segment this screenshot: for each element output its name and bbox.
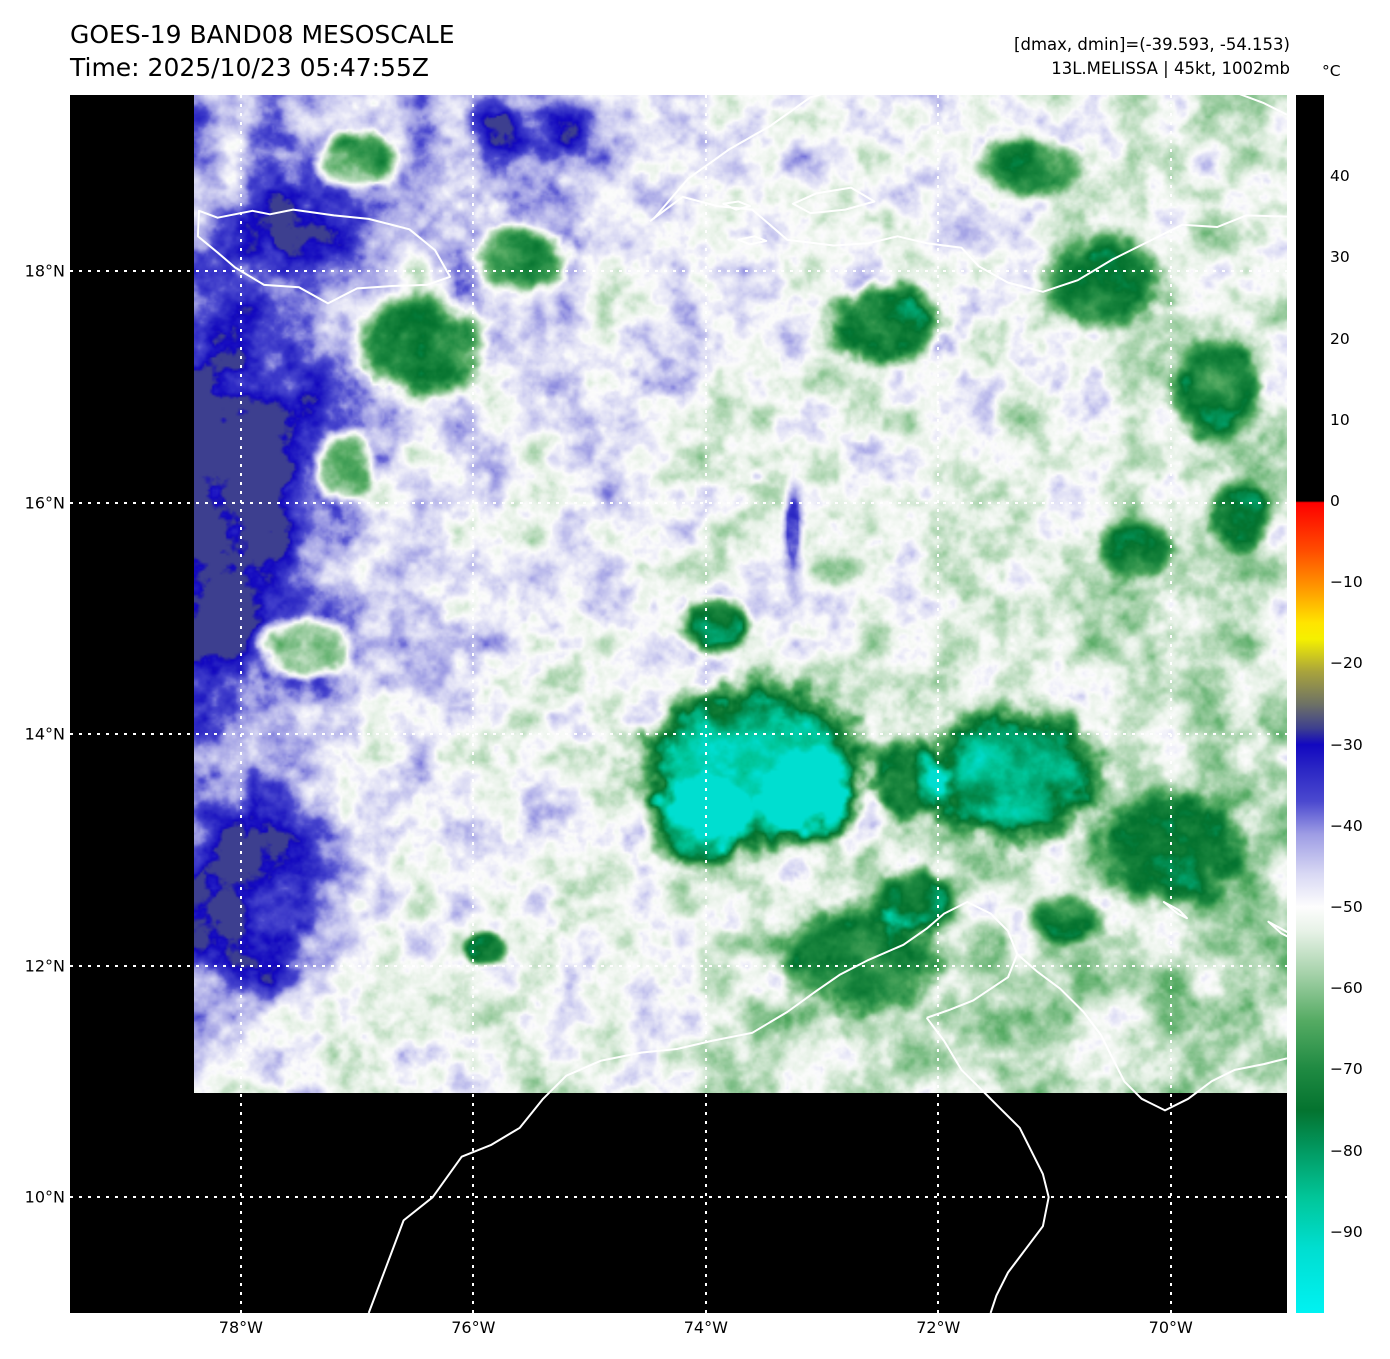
colorbar-tick-0: 0 xyxy=(1330,492,1340,510)
lat-tick-label-12: 12°N xyxy=(24,956,65,976)
satellite-map-plot[interactable]: Copyright © 2020-2025 Dapiya xyxy=(70,95,1287,1313)
colorbar-tick-20: 20 xyxy=(1330,329,1350,348)
colorbar-tick-minus50: −50 xyxy=(1330,898,1363,916)
lon-tick-label-76: 76°W xyxy=(451,1318,496,1337)
colorbar-unit-label: °C xyxy=(1322,62,1341,80)
colorbar-tick-minus30: −30 xyxy=(1330,735,1363,754)
lon-tick-label-70: 70°W xyxy=(1148,1318,1193,1337)
colorbar-tick-labels: 40 30 20 10 0 −10 −20 −30 −40 −50 −60 −70 −80 −90 xyxy=(1330,95,1388,1313)
page-title: GOES-19 BAND08 MESOSCALE xyxy=(70,20,455,49)
title-block: GOES-19 BAND08 MESOSCALE Time: 2025/10/2… xyxy=(70,18,455,84)
colorbar-gradient xyxy=(1296,95,1324,1313)
colorbar-tick-30: 30 xyxy=(1330,248,1350,267)
colorbar-tick-40: 40 xyxy=(1330,167,1350,186)
lon-tick-label-72: 72°W xyxy=(916,1318,961,1337)
dmax-dmin-label: [dmax, dmin]=(-39.593, -54.153) xyxy=(1014,35,1290,54)
colorbar-tick-minus70: −70 xyxy=(1330,1060,1363,1079)
colorbar-tick-minus20: −20 xyxy=(1330,654,1363,673)
satellite-imagery-layer xyxy=(194,95,1287,1094)
colorbar-tick-minus10: −10 xyxy=(1330,573,1363,592)
metadata-block: [dmax, dmin]=(-39.593, -54.153) 13L.MELI… xyxy=(1014,33,1290,81)
colorbar xyxy=(1296,95,1324,1313)
colorbar-tick-minus60: −60 xyxy=(1330,979,1363,998)
lon-tick-label-74: 74°W xyxy=(683,1318,728,1337)
lon-tick-label-78: 78°W xyxy=(218,1318,263,1337)
gridline-lat-10 xyxy=(70,1196,1287,1199)
lat-tick-label-14: 14°N xyxy=(24,724,65,744)
storm-info-label: 13L.MELISSA | 45kt, 1002mb xyxy=(1051,58,1290,78)
colorbar-tick-minus90: −90 xyxy=(1330,1222,1363,1241)
lat-tick-label-16: 16°N xyxy=(24,493,65,513)
lat-tick-label-10: 10°N xyxy=(24,1187,65,1207)
lat-tick-label-18: 18°N xyxy=(24,261,65,281)
colorbar-tick-10: 10 xyxy=(1330,410,1350,429)
timestamp-label: Time: 2025/10/23 05:47:55Z xyxy=(70,53,429,82)
colorbar-tick-minus80: −80 xyxy=(1330,1141,1363,1160)
colorbar-tick-minus40: −40 xyxy=(1330,816,1363,835)
